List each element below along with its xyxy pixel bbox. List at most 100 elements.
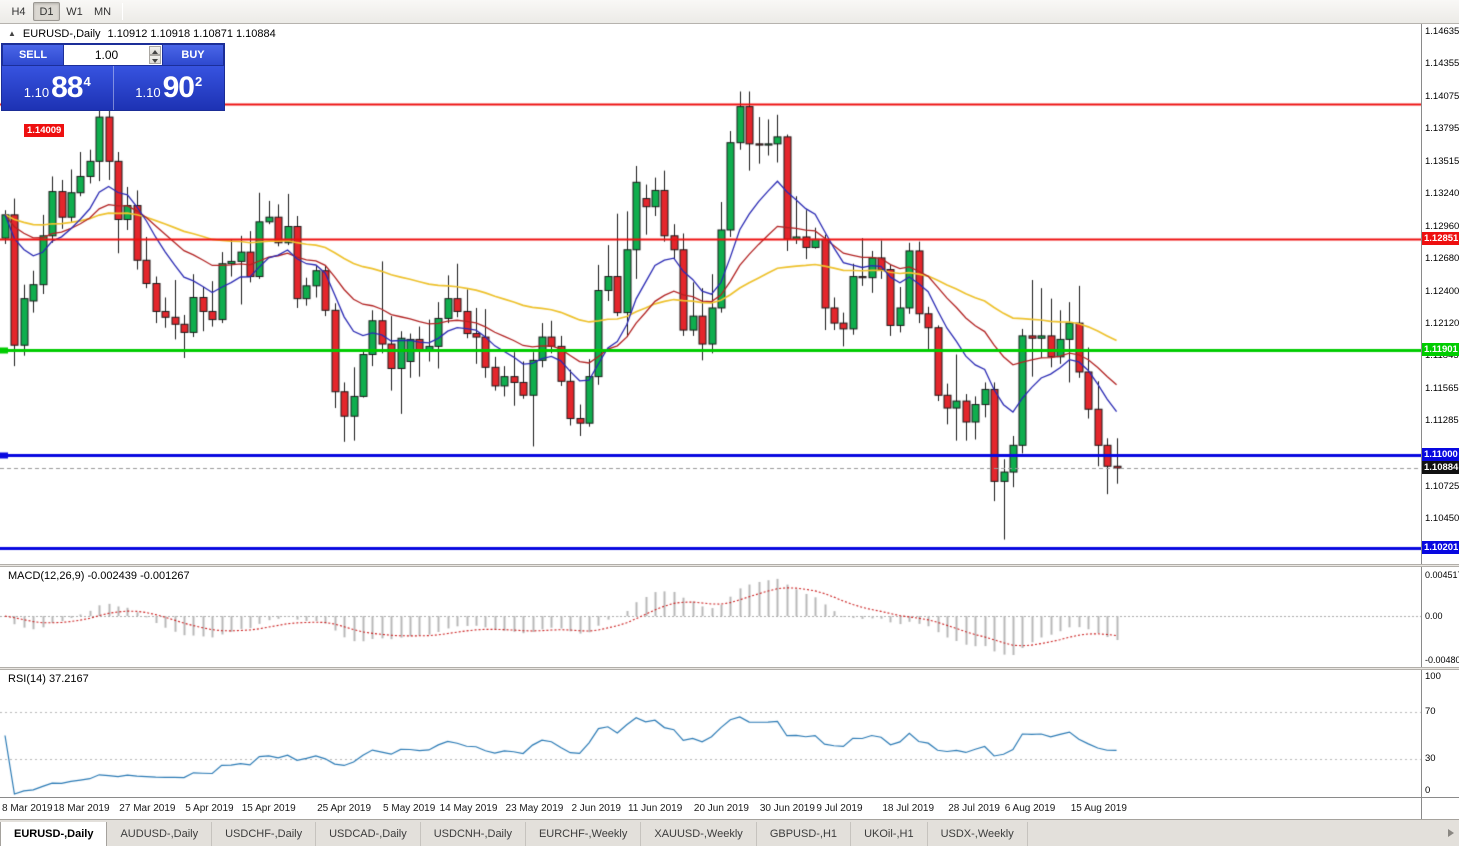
volume-spinner [149,46,161,64]
tab-usdcnh-daily[interactable]: USDCNH-,Daily [421,822,526,846]
price-axis-label: 1.13240 [1425,187,1459,199]
price-axis-label: 1.10450 [1425,512,1459,524]
tab-ukoil-h1[interactable]: UKOil-,H1 [851,822,928,846]
chart-ohlc-readout: 1.10912 1.10918 1.10871 1.10884 [107,28,276,40]
rsi-axis-label: 30 [1425,752,1436,764]
volume-input[interactable] [64,45,162,65]
price-axis-label: 1.11285 [1425,415,1459,427]
timeframe-button-mn[interactable]: MN [93,6,112,18]
timeframe-button-h4[interactable]: H4 [11,6,26,18]
hline-price-tag: 1.12851 [1422,232,1459,246]
price-axis-label: 1.12680 [1425,253,1459,265]
price-axis-label: 1.11565 [1425,382,1459,394]
date-label: 6 Aug 2019 [1004,803,1056,814]
date-label: 30 Jun 2019 [759,803,815,814]
tab-usdx-weekly[interactable]: USDX-,Weekly [928,822,1028,846]
date-label: 9 Jul 2019 [816,803,863,814]
macd-axis-label: 0.004517 [1425,570,1459,581]
ask-pipette: 2 [194,73,203,89]
price-axis-label: 1.13795 [1425,123,1459,135]
date-label: 14 May 2019 [439,803,498,814]
toolbar-separator [122,3,123,20]
bid-pipette: 4 [83,73,91,89]
rsi-axis-label: 0 [1425,785,1431,796]
panel-splitter[interactable] [0,564,1459,567]
macd-panel: MACD(12,26,9) -0.002439 -0.001267 0.0045… [0,567,1459,667]
timeframe-button-d1[interactable]: D1 [33,2,60,21]
rsi-axis[interactable]: 100 70 30 0 [1421,670,1459,797]
symbol-tab-bar: EURUSD-,Daily AUDUSD-,Daily USDCHF-,Daily U… [0,819,1459,846]
price-chart-panel: ▲ EURUSD-,Daily 1.10912 1.10918 1.10871 … [0,24,1459,564]
bid-big-digits: 88 [51,71,83,104]
date-label: 25 Apr 2019 [317,803,372,814]
current-price-tag: 1.10884 [1422,461,1459,475]
date-label: 11 Jun 2019 [627,803,683,814]
tab-eurchf-weekly[interactable]: EURCHF-,Weekly [526,822,642,846]
bid-prefix: 1.10 [23,85,50,100]
date-label: 5 Apr 2019 [185,803,234,814]
price-axis-label: 1.12960 [1425,220,1459,232]
tab-audusd-daily[interactable]: AUDUSD-,Daily [107,822,213,846]
rsi-axis-label: 100 [1425,671,1441,682]
date-label: 5 May 2019 [383,803,436,814]
hline-price-tag: 1.11901 [1422,342,1459,356]
volume-decrease-button[interactable] [149,55,161,64]
date-label: 23 May 2019 [505,803,564,814]
date-axis[interactable]: 8 Mar 2019 18 Mar 2019 27 Mar 2019 5 Apr 20… [0,797,1459,819]
ask-big-digits: 90 [162,71,195,104]
date-label: 18 Jul 2019 [882,803,935,814]
chart-symbol-period: EURUSD-,Daily [22,28,101,40]
date-label: 15 Aug 2019 [1070,803,1127,814]
volume-increase-button[interactable] [149,46,161,55]
date-label: 20 Jun 2019 [693,803,749,814]
date-label: 27 Mar 2019 [119,803,176,814]
macd-axis-label: -0.004806 [1425,654,1459,665]
buy-button[interactable]: BUY [162,44,224,66]
panel-splitter[interactable] [0,667,1459,670]
timeframe-toolbar: H4 D1 W1 MN [0,0,1459,24]
price-axis-label: 1.12120 [1425,318,1459,330]
bid-price[interactable]: 1.10 88 4 [2,66,114,110]
hline-price-tag: 1.11000 [1422,447,1459,461]
date-label: 8 Mar 2019 [2,803,53,814]
tab-usdchf-daily[interactable]: USDCHF-,Daily [212,822,317,846]
timeframe-button-w1[interactable]: W1 [66,6,83,18]
tab-scroll-right-icon[interactable] [1448,829,1454,837]
date-label: 15 Apr 2019 [241,803,296,814]
price-axis-label: 1.14355 [1425,58,1459,70]
date-label: 18 Mar 2019 [53,803,110,814]
date-label: 2 Jun 2019 [571,803,621,814]
macd-axis[interactable]: 0.004517 0.00 -0.004806 [1421,567,1459,667]
rsi-axis-label: 70 [1425,706,1436,718]
rsi-chart-canvas[interactable] [0,670,1421,797]
hline-price-tag-left: 1.14009 [24,124,65,137]
hline-price-tag: 1.10201 [1422,540,1459,554]
tab-xauusd-weekly[interactable]: XAUUSD-,Weekly [641,822,757,846]
ask-prefix: 1.10 [135,85,161,100]
price-axis[interactable]: 1.14635 1.14355 1.14075 1.13795 1.13515 1.132… [1421,24,1459,564]
price-axis-label: 1.11845 [1425,350,1459,362]
ask-price[interactable]: 1.10 90 2 [114,66,225,110]
tab-gbpusd-h1[interactable]: GBPUSD-,H1 [757,822,852,846]
price-axis-label: 1.14635 [1425,25,1459,37]
rsi-label: RSI(14) 37.2167 [6,673,91,685]
candlestick-chart-canvas[interactable] [0,24,1421,564]
rsi-panel: RSI(14) 37.2167 100 70 30 0 [0,670,1459,797]
price-axis-label: 1.12400 [1425,285,1459,297]
tab-usdcad-daily[interactable]: USDCAD-,Daily [316,822,421,846]
chart-title: ▲ EURUSD-,Daily 1.10912 1.10918 1.10871 … [8,28,276,40]
macd-axis-label: 0.00 [1425,611,1443,622]
axis-corner [1421,798,1459,819]
macd-label: MACD(12,26,9) -0.002439 -0.001267 [6,570,192,582]
macd-chart-canvas[interactable] [0,567,1421,667]
price-axis-label: 1.10725 [1425,480,1459,492]
one-click-collapse-icon[interactable]: ▲ [8,29,16,38]
sell-button[interactable]: SELL [2,44,64,66]
price-axis-label: 1.14075 [1425,90,1459,102]
date-label: 28 Jul 2019 [948,803,1000,814]
price-axis-label: 1.13515 [1425,155,1459,167]
volume-field-wrap [64,44,162,66]
tab-eurusd-daily[interactable]: EURUSD-,Daily [0,822,108,846]
